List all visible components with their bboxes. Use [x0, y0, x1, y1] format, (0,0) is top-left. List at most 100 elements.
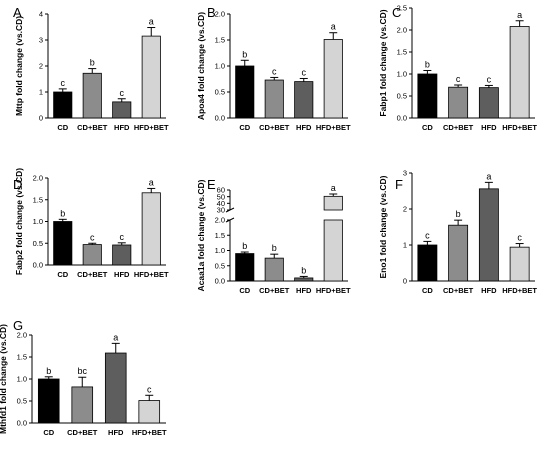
y-axis-f: 0 1 2 3	[403, 169, 413, 286]
error-bar-g-hfd	[111, 342, 120, 354]
y-tick-label-e-0-5: 0.5	[215, 261, 225, 270]
y-axis-title-d: Fabp2 fold change (vs.CD)	[14, 168, 24, 275]
bar-c-cd	[417, 73, 438, 119]
y-tick-label-e-30: 30	[217, 206, 225, 215]
x-label-a-hfd: HFD	[114, 123, 130, 132]
x-label-e-hfd: HFD	[296, 286, 312, 295]
bar-d-cd	[53, 221, 73, 266]
sig-letter-d-cd: b	[60, 208, 65, 218]
error-bar-d-cd	[58, 218, 67, 222]
error-bar-d-cd-bet	[88, 242, 97, 245]
x-label-c-cd-bet: CD+BET	[443, 123, 474, 132]
error-bar-f-cd-bet	[454, 219, 463, 226]
bar-b-cd-bet	[264, 79, 284, 119]
x-label-d-cd-bet: CD+BET	[77, 270, 108, 279]
panel-letter-a: A	[13, 5, 22, 20]
bar-a-hfd	[112, 101, 132, 119]
bar-g-cd	[37, 378, 60, 424]
y-tick-label-b-2-0: 2.0	[215, 10, 225, 19]
x-label-a-cd-bet: CD+BET	[77, 123, 108, 132]
y-tick-label-g-1-5: 1.5	[17, 353, 27, 362]
x-label-b-hfd: HFD	[296, 123, 312, 132]
y-tick-label-c-0-0: 0.0	[397, 114, 407, 123]
y-axis-title-b: Apoa4 fold change (vs.CD)	[196, 12, 206, 120]
y-axis-a: 0 1 2 3 4	[39, 10, 49, 123]
bar-c-cd-bet	[448, 86, 469, 119]
sig-letter-e-hfd: b	[301, 265, 306, 275]
y-tick-label-e-2-0: 2.0	[215, 216, 225, 225]
bar-g-hfd	[104, 352, 127, 424]
error-bar-b-hfd-bet	[329, 32, 338, 40]
panel-f: F Eno1 fold change (vs.CD) 0 1 2 3 c CD b CD+BET a…	[378, 169, 537, 295]
panel-letter-b: B	[207, 5, 216, 20]
y-tick-label-f-1: 1	[403, 241, 407, 250]
sig-letter-b-cd: b	[242, 49, 247, 59]
bar-b-hfd-bet	[323, 39, 343, 119]
error-bar-c-cd	[423, 69, 432, 74]
x-label-d-cd: CD	[57, 270, 68, 279]
y-tick-label-f-3: 3	[403, 169, 407, 178]
y-axis-title-a: Mttp fold change (vs.CD)	[14, 16, 24, 116]
bar-f-hfd-bet	[509, 246, 530, 282]
error-bar-e-hfd-bet	[329, 193, 338, 197]
y-tick-label-e-50: 50	[217, 192, 225, 201]
y-tick-label-c-0-5: 0.5	[397, 92, 407, 101]
y-tick-label-c-2-0: 2.0	[397, 26, 407, 35]
x-label-b-cd: CD	[239, 123, 250, 132]
y-axis-title-e: Acaa1a fold change (vs.CD)	[196, 179, 206, 291]
sig-letter-e-cd-bet: b	[272, 243, 277, 253]
sig-letter-e-cd: b	[242, 241, 247, 251]
bar-e-cd-bet	[264, 257, 284, 282]
sig-letter-g-cd: b	[46, 366, 51, 376]
x-label-a-hfd-bet: HFD+BET	[134, 123, 169, 132]
bar-c-hfd	[478, 87, 499, 119]
error-bar-g-cd-bet	[78, 376, 87, 387]
error-bar-b-cd	[240, 59, 249, 66]
error-bar-g-cd	[44, 376, 53, 379]
bar-c-hfd-bet	[509, 26, 530, 119]
sig-letter-d-hfd: c	[120, 232, 125, 242]
y-tick-label-f-0: 0	[403, 277, 407, 286]
bar-g-cd-bet	[71, 386, 94, 424]
x-label-f-cd-bet: CD+BET	[443, 286, 474, 295]
y-tick-label-b-0-5: 0.5	[215, 88, 225, 97]
bar-d-hfd	[112, 244, 132, 266]
sig-letter-d-hfd-bet: a	[149, 177, 154, 187]
y-tick-label-a-3: 3	[39, 36, 43, 45]
panel-letter-d: D	[13, 177, 22, 192]
sig-letter-g-hfd: a	[113, 332, 118, 342]
sig-letter-a-cd-bet: b	[90, 58, 95, 68]
error-bar-f-hfd-bet	[515, 243, 524, 248]
y-axis-c: 0.0 0.5 1.0 1.5 2.0 2.5	[397, 4, 413, 123]
x-label-g-hfd: HFD	[108, 428, 124, 437]
sig-letter-g-cd-bet: bc	[77, 366, 87, 376]
bar-d-cd-bet	[82, 244, 102, 266]
bar-b-cd	[235, 65, 255, 119]
x-label-d-hfd-bet: HFD+BET	[134, 270, 169, 279]
y-tick-label-b-1-0: 1.0	[215, 62, 225, 71]
sig-letter-f-cd: c	[425, 230, 430, 240]
x-label-d-hfd: HFD	[114, 270, 130, 279]
sig-letter-f-hfd-bet: c	[517, 233, 522, 243]
y-tick-label-f-2: 2	[403, 205, 407, 214]
x-label-g-cd: CD	[43, 428, 54, 437]
sig-letter-a-hfd-bet: a	[149, 17, 154, 27]
sig-letter-c-hfd: c	[487, 74, 492, 84]
y-tick-label-c-1-0: 1.0	[397, 70, 407, 79]
sig-letter-b-cd-bet: c	[272, 66, 277, 76]
y-tick-label-d-1-5: 1.5	[33, 195, 43, 204]
error-bar-a-cd	[58, 88, 67, 92]
y-tick-label-e-40: 40	[217, 199, 225, 208]
bar-b-hfd	[294, 81, 314, 119]
panel-c: C Fabp1 fold change (vs.CD) 0.0 0.5 1.0 1.5 2.…	[378, 4, 537, 132]
error-bar-d-hfd	[117, 242, 126, 245]
panel-letter-g: G	[13, 318, 23, 333]
y-tick-label-d-2-0: 2.0	[33, 174, 43, 183]
y-tick-label-e-1-0: 1.0	[215, 246, 225, 255]
y-tick-label-d-1-0: 1.0	[33, 217, 43, 226]
sig-letter-b-hfd-bet: a	[331, 22, 336, 32]
error-bar-c-hfd	[484, 84, 493, 88]
